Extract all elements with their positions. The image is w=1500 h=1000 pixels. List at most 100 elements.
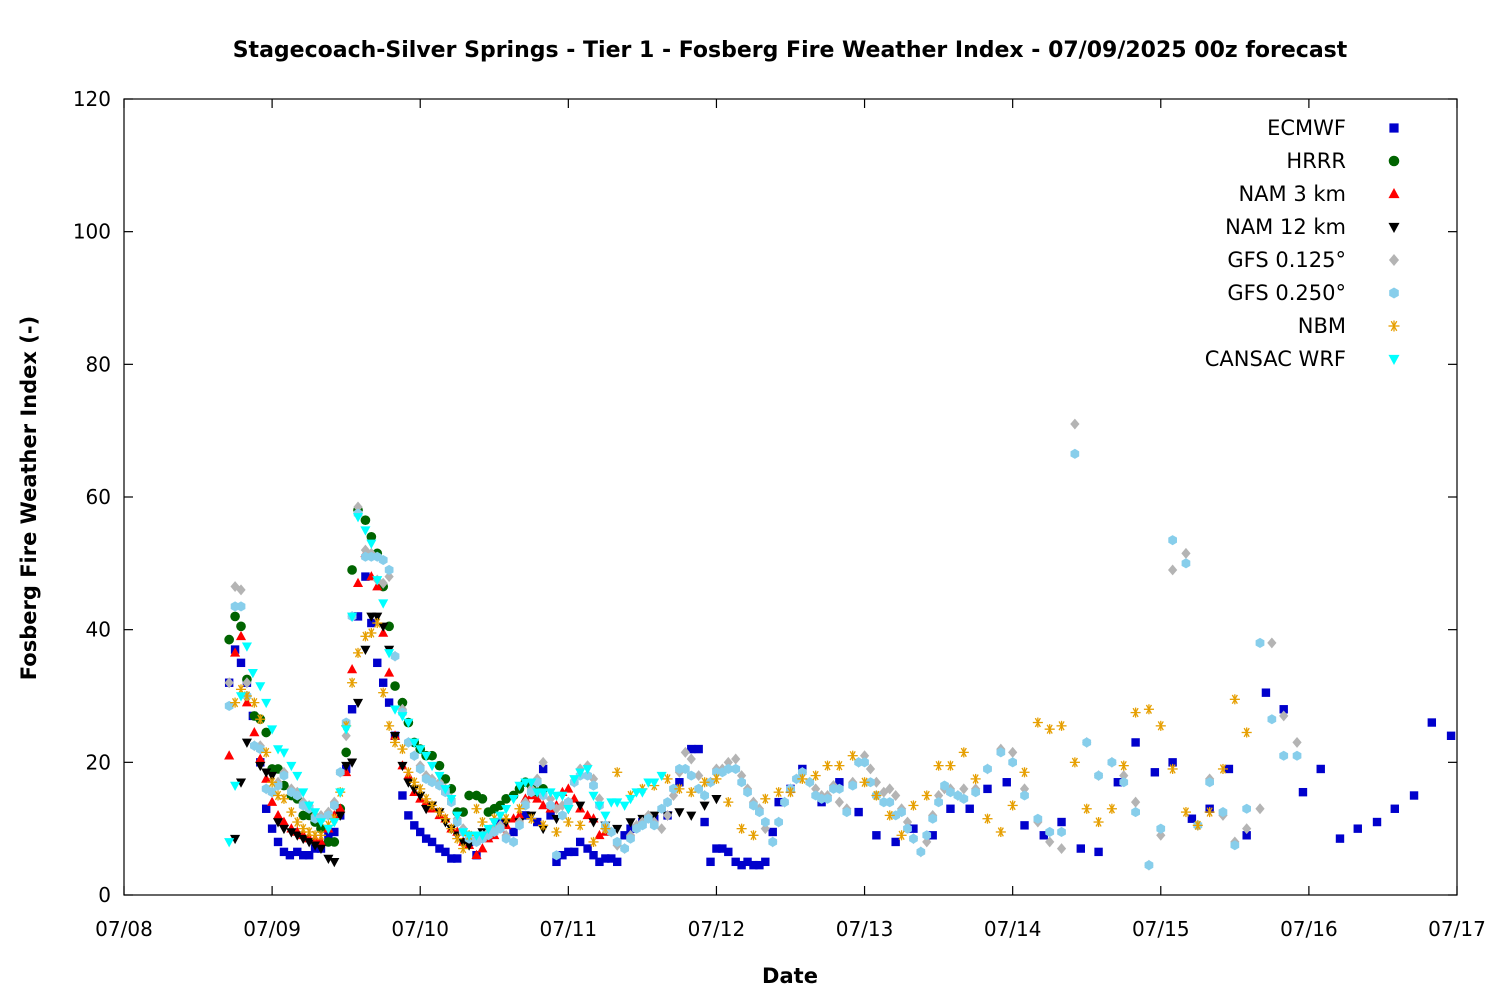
- data-point: [372, 617, 383, 629]
- data-point: [959, 783, 969, 795]
- data-point: [983, 763, 992, 774]
- legend-marker: [1389, 287, 1399, 299]
- data-point: [310, 841, 321, 851]
- data-point: [1217, 763, 1229, 775]
- x-tick-label: 07/17: [1428, 917, 1486, 941]
- data-markers: [224, 418, 1456, 871]
- data-point: [1008, 757, 1017, 768]
- data-point: [588, 836, 599, 847]
- data-point: [427, 800, 438, 811]
- data-point: [267, 777, 278, 788]
- data-point: [965, 804, 974, 813]
- data-point: [755, 807, 764, 818]
- data-point: [335, 767, 345, 778]
- data-point: [398, 791, 407, 800]
- data-point: [1093, 816, 1104, 828]
- data-point: [835, 783, 844, 794]
- data-point: [235, 630, 247, 641]
- data-point: [255, 753, 266, 763]
- data-point: [612, 824, 623, 835]
- data-point: [304, 801, 315, 811]
- data-point: [737, 860, 746, 870]
- data-point: [378, 622, 389, 632]
- data-point: [261, 768, 272, 778]
- data-point: [323, 824, 334, 835]
- data-point: [686, 811, 697, 821]
- data-point: [341, 761, 352, 772]
- data-point: [249, 697, 260, 708]
- data-point: [453, 854, 462, 863]
- data-point: [324, 831, 333, 840]
- data-point: [360, 544, 371, 556]
- data-point: [625, 818, 636, 828]
- data-point: [1242, 803, 1251, 814]
- data-point: [1131, 807, 1140, 818]
- data-point: [446, 823, 457, 834]
- data-point: [390, 681, 400, 691]
- data-point: [378, 599, 389, 609]
- data-point: [1181, 547, 1191, 559]
- data-point: [545, 793, 556, 805]
- data-point: [435, 844, 444, 853]
- data-point: [521, 800, 530, 811]
- data-point: [945, 760, 956, 771]
- data-point: [236, 658, 246, 668]
- data-point: [694, 783, 703, 794]
- data-point: [261, 804, 271, 813]
- data-point: [267, 771, 278, 782]
- legend-label: CANSAC WRF: [1205, 347, 1346, 371]
- data-point: [483, 824, 494, 835]
- data-point: [286, 761, 297, 772]
- data-point: [1292, 736, 1302, 748]
- data-point: [416, 827, 425, 837]
- legend-label: NAM 3 km: [1238, 182, 1346, 206]
- data-point: [477, 793, 488, 804]
- data-point: [619, 801, 630, 811]
- series-gfs-0-250-: [224, 448, 1302, 871]
- data-point: [884, 810, 895, 821]
- data-point: [403, 718, 414, 728]
- data-point: [1094, 847, 1103, 857]
- data-point: [656, 771, 667, 782]
- data-point: [409, 738, 420, 748]
- data-point: [823, 793, 832, 804]
- data-point: [612, 767, 623, 778]
- data-point: [464, 831, 475, 841]
- data-point: [1156, 829, 1166, 841]
- data-point: [601, 854, 610, 863]
- data-point: [700, 817, 709, 827]
- data-point: [1181, 558, 1191, 569]
- data-point: [521, 811, 530, 820]
- data-point: [1156, 823, 1166, 834]
- data-point: [347, 664, 358, 674]
- data-point: [583, 844, 592, 853]
- y-axis-title: Fosberg Fire Weather Index (-): [17, 316, 41, 680]
- series-cansac-wrf: [224, 513, 667, 848]
- data-point: [347, 677, 358, 688]
- data-point: [649, 820, 659, 831]
- data-point: [1039, 831, 1048, 840]
- data-point: [373, 658, 382, 668]
- data-point: [292, 816, 303, 828]
- data-point: [434, 771, 445, 782]
- data-point: [897, 807, 906, 818]
- data-point: [255, 744, 265, 755]
- data-point: [403, 778, 414, 788]
- data-point: [774, 817, 783, 828]
- data-point: [879, 786, 889, 798]
- data-point: [755, 860, 764, 870]
- data-point: [514, 781, 525, 792]
- data-point: [860, 757, 869, 768]
- data-point: [1168, 758, 1177, 767]
- series-nbm: [230, 617, 1252, 854]
- data-point: [1261, 688, 1271, 697]
- data-point: [341, 725, 352, 735]
- data-point: [1130, 707, 1141, 718]
- data-point: [279, 847, 289, 857]
- data-point: [267, 796, 278, 806]
- data-point: [737, 770, 747, 782]
- data-point: [810, 770, 821, 781]
- data-point: [477, 831, 488, 841]
- data-point: [731, 857, 740, 867]
- data-point: [613, 857, 622, 867]
